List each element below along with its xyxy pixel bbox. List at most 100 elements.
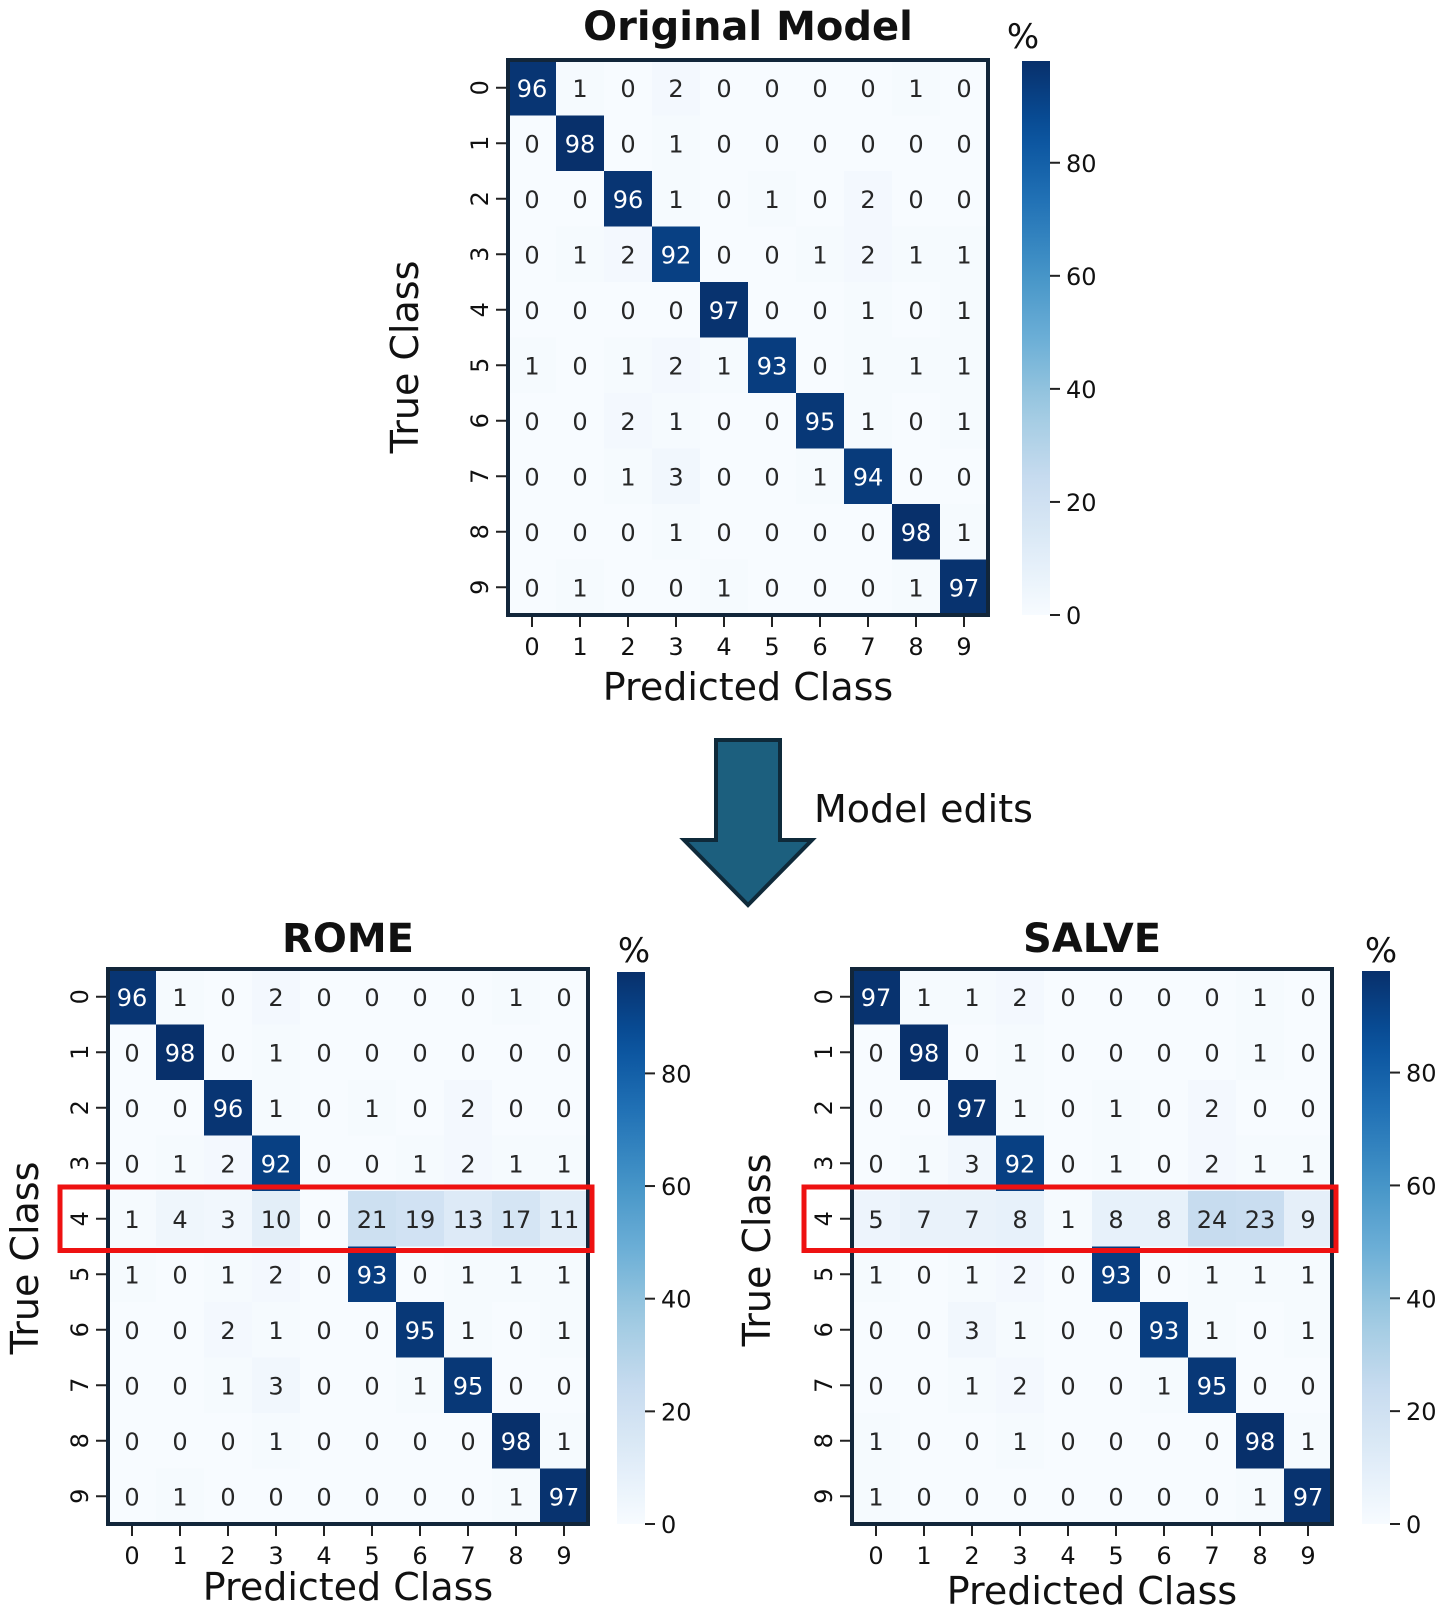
cell-value-label: 1	[508, 1150, 523, 1178]
cell-value-label: 0	[316, 1150, 331, 1178]
heatmap-cell	[1236, 969, 1285, 1025]
cell-value-label: 0	[908, 186, 923, 214]
heatmap-cell	[252, 1191, 301, 1247]
heatmap-cell	[948, 1191, 997, 1247]
cell-value-label: 97	[957, 1095, 988, 1123]
heatmap-cell	[348, 1191, 397, 1247]
cell-value-label: 1	[1204, 1317, 1219, 1345]
heatmap-cell	[940, 115, 989, 172]
heatmap-cell	[1092, 1468, 1141, 1525]
cell-value-label: 0	[460, 984, 475, 1012]
heatmap-cell	[900, 1357, 949, 1414]
cell-value-label: 1	[956, 352, 971, 380]
cell-value-label: 1	[868, 1428, 883, 1456]
heatmap-cell	[852, 1080, 901, 1136]
cell-value-label: 0	[1156, 1150, 1171, 1178]
heatmap-cell	[156, 1302, 205, 1358]
cell-value-label: 1	[1108, 1095, 1123, 1123]
cell-value-label: 0	[916, 1261, 931, 1289]
cell-value-label: 0	[524, 574, 539, 602]
heatmap-cell	[796, 448, 845, 505]
heatmap-cell	[748, 282, 797, 338]
cell-value-label: 1	[172, 984, 187, 1012]
cell-value-label: 0	[1156, 1039, 1171, 1067]
cell-value-label: 2	[220, 1317, 235, 1345]
cell-value-label: 1	[1252, 984, 1267, 1012]
row-highlight-box	[57, 1184, 595, 1253]
cell-value-label: 0	[868, 1150, 883, 1178]
x-tick-label: 4	[316, 1542, 331, 1570]
cell-value-label: 2	[220, 1150, 235, 1178]
cell-value-label: 1	[908, 352, 923, 380]
heatmap-frame	[506, 58, 990, 617]
cell-value-label: 92	[661, 241, 692, 269]
cell-value-label: 0	[316, 1206, 331, 1234]
heatmap-cell	[1044, 1080, 1093, 1136]
cell-value-label: 0	[316, 1317, 331, 1345]
cell-value-label: 95	[805, 408, 836, 436]
cell-value-label: 98	[165, 1039, 196, 1067]
heatmap-cell	[844, 337, 893, 394]
cell-value-label: 0	[916, 1483, 931, 1511]
colorbar-tick-label: 20	[1066, 489, 1097, 517]
cell-value-label: 0	[316, 1428, 331, 1456]
cell-value-label: 93	[357, 1261, 388, 1289]
heatmap-cell	[252, 1024, 301, 1081]
heatmap-cell	[700, 115, 749, 172]
heatmap-cell	[300, 1135, 349, 1192]
heatmap-cell	[300, 1246, 349, 1303]
heatmap-cell	[604, 226, 653, 283]
heatmap-cell	[300, 1302, 349, 1358]
cell-value-label: 1	[460, 1261, 475, 1289]
cell-value-label: 97	[709, 297, 740, 325]
heatmap-cell	[1140, 1468, 1189, 1525]
cell-value-label: 1	[1300, 1428, 1315, 1456]
heatmap-cell	[108, 1468, 157, 1525]
cell-value-label: 0	[868, 1039, 883, 1067]
heatmap-cell	[1140, 1246, 1189, 1303]
cell-value-label: 0	[716, 186, 731, 214]
cell-value-label: 2	[1204, 1150, 1219, 1178]
x-tick-label: 8	[908, 633, 923, 661]
heatmap-cell	[1044, 1246, 1093, 1303]
heatmap-cell	[508, 559, 557, 616]
cell-value-label: 10	[261, 1206, 292, 1234]
heatmap-cell	[940, 337, 989, 394]
cell-value-label: 0	[1108, 1428, 1123, 1456]
heatmap-cell	[796, 393, 845, 449]
cell-value-label: 1	[1204, 1261, 1219, 1289]
cell-value-label: 0	[716, 130, 731, 158]
heatmap-cell	[252, 1468, 301, 1525]
heatmap-cell	[396, 1024, 445, 1081]
heatmap-cell	[508, 504, 557, 560]
cell-value-label: 1	[1252, 1039, 1267, 1067]
cell-value-label: 0	[124, 1039, 139, 1067]
heatmap-cell	[492, 1357, 541, 1414]
heatmap-cell	[852, 1357, 901, 1414]
heatmap-cell	[844, 226, 893, 283]
heatmap-cell	[748, 60, 797, 116]
cell-value-label: 0	[620, 75, 635, 103]
cell-value-label: 0	[508, 1372, 523, 1400]
cell-value-label: 1	[556, 1261, 571, 1289]
cell-value-label: 0	[764, 463, 779, 491]
heatmap-cell	[108, 1024, 157, 1081]
colorbar-tick-label: 0	[661, 1511, 676, 1539]
cell-value-label: 1	[964, 984, 979, 1012]
cell-value-label: 0	[220, 984, 235, 1012]
heatmap-cell	[796, 171, 845, 227]
cell-value-label: 1	[956, 297, 971, 325]
x-tick-label: 7	[460, 1542, 475, 1570]
cell-value-label: 3	[268, 1372, 283, 1400]
heatmap-cell	[508, 337, 557, 394]
cell-value-label: 0	[556, 1372, 571, 1400]
x-tick-label: 4	[716, 633, 731, 661]
cell-value-label: 1	[172, 1150, 187, 1178]
heatmap-cell	[204, 1413, 253, 1469]
y-axis-label: True Class	[383, 261, 427, 455]
cell-value-label: 0	[764, 75, 779, 103]
colorbar-label: %	[618, 931, 650, 971]
cell-value-label: 0	[1060, 984, 1075, 1012]
heatmap-cell	[852, 969, 901, 1025]
heatmap-cell	[108, 1135, 157, 1192]
